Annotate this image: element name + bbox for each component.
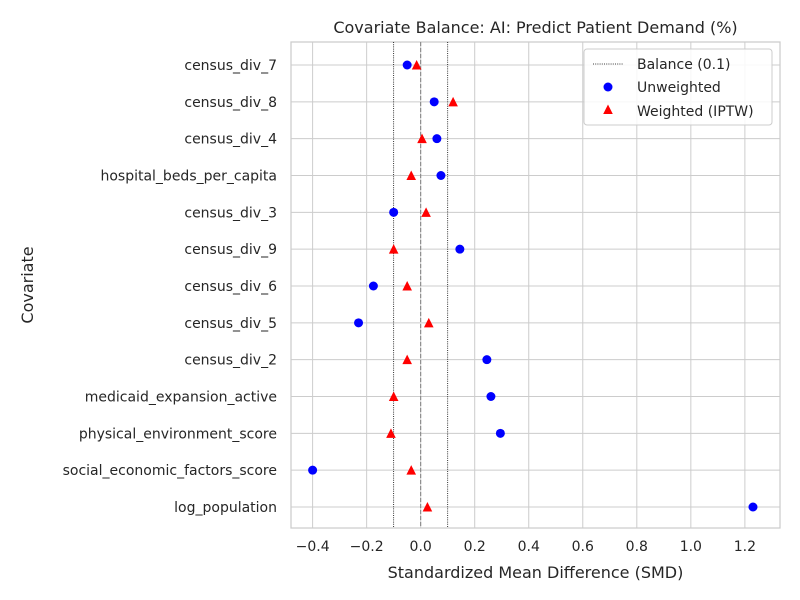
x-tick-label: 0.6 — [572, 539, 594, 555]
unweighted-point — [308, 465, 318, 475]
unweighted-point — [429, 97, 439, 107]
legend-box — [583, 48, 773, 126]
x-tick-label: 0.0 — [410, 539, 432, 555]
y-tick-label: log_population — [174, 500, 277, 516]
weighted-point — [423, 317, 434, 328]
weighted-point — [417, 133, 427, 144]
y-tick-label: hospital_beds_per_capita — [100, 169, 277, 185]
weighted-point — [422, 502, 433, 512]
weighted-point — [448, 96, 458, 107]
y-axis-label: Covariate — [18, 246, 37, 323]
x-tick-label: 1.2 — [734, 539, 756, 555]
weighted-point — [386, 428, 396, 438]
tick-labels: −0.4 −0.2 0.0 0.2 0.4 0.6 0.8 1.0 1.2 census_div_… — [63, 58, 756, 555]
data-marks — [308, 60, 758, 512]
weighted-point — [402, 281, 412, 291]
weighted-point — [388, 391, 399, 401]
weighted-point — [411, 60, 422, 70]
legend-weighted-label: Weighted (IPTW) — [637, 104, 754, 120]
unweighted-point — [455, 244, 465, 254]
weighted-point — [406, 465, 417, 475]
x-tick-label: 0.8 — [626, 539, 648, 555]
legend-unweighted-marker — [603, 82, 613, 92]
weighted-point — [421, 207, 431, 217]
y-tick-label: census_div_7 — [184, 58, 277, 74]
x-tick-label: −0.4 — [296, 539, 330, 555]
chart-title: Covariate Balance: AI: Predict Patient D… — [333, 18, 737, 37]
unweighted-point — [495, 428, 505, 438]
y-tick-label: census_div_5 — [184, 316, 277, 332]
legend-unweighted-label: Unweighted — [637, 80, 721, 96]
unweighted-point — [402, 60, 412, 70]
reference-lines — [393, 42, 449, 528]
x-tick-label: 0.2 — [464, 539, 486, 555]
unweighted-point — [389, 207, 399, 217]
legend: Balance (0.1) Unweighted Weighted (IPTW) — [583, 48, 773, 126]
unweighted-point — [482, 355, 492, 365]
legend-weighted-marker — [603, 104, 613, 114]
y-tick-label: census_div_8 — [184, 95, 277, 111]
weighted-point — [388, 244, 399, 254]
unweighted-point — [436, 171, 446, 180]
y-tick-label: census_div_2 — [184, 353, 277, 369]
unweighted-point — [748, 502, 758, 512]
y-tick-label: social_economic_factors_score — [63, 463, 277, 479]
unweighted-point — [432, 134, 442, 144]
x-tick-label: −0.2 — [350, 539, 384, 555]
weighted-point — [402, 354, 412, 365]
weighted-point — [406, 170, 417, 180]
y-tick-label: census_div_9 — [184, 242, 277, 258]
unweighted-point — [354, 318, 364, 328]
legend-balance-label: Balance (0.1) — [637, 57, 730, 73]
x-axis-label: Standardized Mean Difference (SMD) — [388, 563, 684, 582]
y-tick-label: medicaid_expansion_active — [85, 390, 277, 406]
y-tick-label: census_div_3 — [184, 205, 277, 221]
unweighted-point — [368, 281, 378, 291]
y-tick-label: census_div_4 — [184, 132, 277, 148]
x-tick-label: 0.4 — [518, 539, 540, 555]
y-tick-label: census_div_6 — [184, 279, 277, 295]
y-tick-label: physical_environment_score — [79, 426, 277, 442]
unweighted-point — [486, 392, 496, 401]
x-tick-label: 1.0 — [680, 539, 702, 555]
